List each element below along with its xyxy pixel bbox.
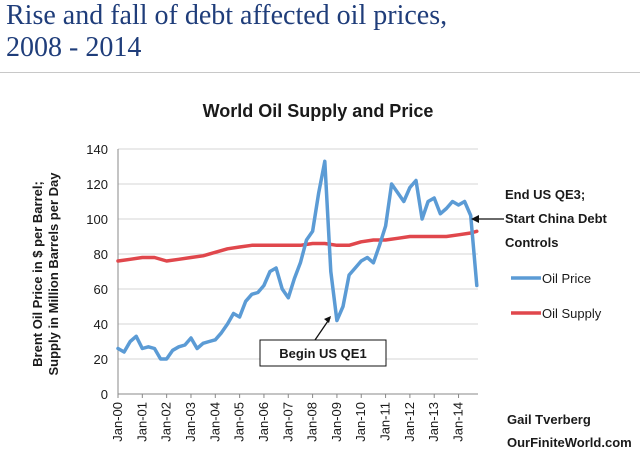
x-tick-label: Jan-06 — [256, 402, 271, 442]
y-tick-label: 140 — [86, 142, 108, 157]
annotation-qe1-box — [259, 339, 387, 367]
x-tick-label: Jan-13 — [426, 402, 441, 442]
credit-website: OurFiniteWorld.com — [507, 435, 632, 450]
x-tick-label: Jan-01 — [134, 402, 149, 442]
annotation-qe1-text: Begin US QE1 — [279, 346, 366, 361]
x-tick-label: Jan-03 — [183, 402, 198, 442]
x-tick-label: Jan-09 — [329, 402, 344, 442]
y-tick-label: 0 — [101, 387, 108, 402]
x-tick-label: Jan-11 — [378, 402, 393, 441]
x-tick-label: Jan-04 — [207, 402, 222, 442]
oil-price-line — [116, 159, 479, 361]
x-tick-label: Jan-07 — [280, 402, 295, 442]
x-tick-label: Jan-08 — [305, 402, 320, 442]
annotation-qe3-line1: End US QE3; — [505, 187, 585, 202]
gridlines — [118, 148, 478, 360]
x-tick-label: Jan-12 — [402, 402, 417, 442]
y-tick-label: 40 — [94, 317, 108, 332]
annotation-qe1: Begin US QE1 — [259, 316, 387, 367]
annotation-qe3-line2: Start China Debt — [505, 211, 608, 226]
oil-supply-line — [116, 229, 479, 263]
annotation-qe3-line3: Controls — [505, 235, 558, 250]
x-tick-label: Jan-10 — [353, 402, 368, 442]
x-tick-label: Jan-05 — [232, 402, 247, 442]
slide-title-line1: Rise and fall of debt affected oil price… — [6, 0, 448, 31]
y-tick-label: 100 — [86, 212, 108, 227]
legend-oil-price-label: Oil Price — [542, 271, 591, 286]
x-tick-labels: Jan-00 Jan-01 Jan-02 Jan-03 Jan-04 Jan-05 Jan-… — [110, 402, 466, 442]
y-tick-label: 20 — [94, 352, 108, 367]
credit-author: Gail Tverberg — [507, 412, 591, 427]
annotation-qe3: End US QE3; Start China Debt Controls — [471, 187, 608, 250]
y-axis-label-line2: Supply in Million Barrels per Day — [46, 172, 61, 376]
y-tick-label: 120 — [86, 177, 108, 192]
slide-title-line2: 2008 - 2014 — [6, 32, 142, 63]
y-tick-label: 60 — [94, 282, 108, 297]
legend-oil-supply-label: Oil Supply — [542, 306, 602, 321]
y-tick-label: 80 — [94, 247, 108, 262]
slide-title: Rise and fall of debt affected oil price… — [6, 0, 636, 64]
annotation-qe1-arrowhead — [324, 316, 331, 323]
legend: Oil Price Oil Supply — [511, 271, 602, 321]
x-tick-label: Jan-02 — [159, 402, 174, 442]
annotation-qe3-arrowhead — [471, 215, 479, 223]
x-tick-label: Jan-00 — [110, 402, 125, 442]
axes — [117, 149, 478, 398]
series-lines — [116, 159, 479, 361]
y-tick-labels: 0 20 40 60 80 100 120 140 — [86, 142, 108, 402]
chart-title: World Oil Supply and Price — [203, 101, 434, 121]
x-tick-label: Jan-14 — [451, 402, 466, 442]
title-divider — [0, 72, 640, 73]
y-axis-label-line1: Brent Oil Price in $ per Barrel; — [30, 181, 45, 367]
